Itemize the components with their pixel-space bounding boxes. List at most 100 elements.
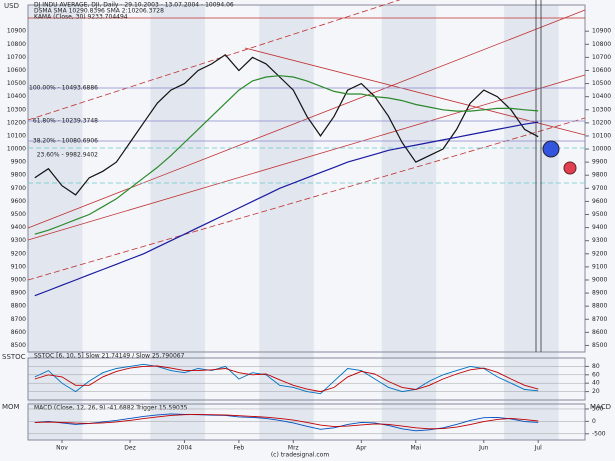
y-tick-label: 9300 [592,237,607,244]
series-line [34,121,539,297]
channel-line [27,117,586,281]
y-tick-label: 60 [592,371,600,378]
y-tick-label: 10500 [7,80,26,87]
y-tick-label: 8600 [11,329,26,336]
chart-subtitle: DSMA SMA 10290.8396 SMA 2:10206.3728 [34,8,164,15]
y-tick-label: 9800 [592,172,607,179]
marker-red [563,161,577,175]
marker-blue [542,140,560,158]
y-tick-label: 8800 [592,303,607,310]
axis-title: MACD [590,403,611,411]
fib-label: 61.80% - 10239.3748 [33,118,98,125]
y-tick-label: 10500 [592,80,611,87]
unit-label: USD [4,2,19,10]
x-tick-label: Mai [410,445,421,452]
y-tick-label: 9800 [11,172,26,179]
y-tick-label: 40 [592,380,600,387]
month-band [28,5,83,440]
y-tick-label: 10300 [7,106,26,113]
y-tick-label: 8500 [592,342,607,349]
footer: (c) tradesignal.com [271,452,330,459]
x-tick-label: Apr [356,445,367,452]
channel-line [27,9,586,229]
y-tick-label: 20 [592,388,600,395]
panel-title: SSTOC [2,353,26,361]
channel-lines [27,0,586,352]
y-tick-label: 9500 [11,211,26,218]
stoch-frame [27,357,586,401]
y-tick-label: 10800 [592,41,611,48]
y-tick-label: 9100 [592,263,607,270]
y-tick-label: 10400 [7,93,26,100]
y-tick-label: 9900 [592,159,607,166]
y-tick-label: 9700 [592,185,607,192]
y-tick-label: 9600 [592,198,607,205]
y-tick-label: 9300 [11,237,26,244]
series-line [34,54,539,196]
chart-note: KAMA (Close, 30) 9233.704494 [34,14,128,21]
y-tick-label: 80 [592,363,600,370]
y-tick-label: 8900 [592,290,607,297]
channel-line [27,0,401,121]
series-line [34,413,539,432]
series-line [34,75,539,235]
fib-label: 100.00% - 10493.6886 [29,85,98,92]
y-tick-label: 9900 [11,159,26,166]
x-tick-label: Dez [124,445,135,452]
x-tick-label: 2004 [177,445,192,452]
y-tick-label: 10400 [592,93,611,100]
y-tick-label: 9400 [592,224,607,231]
y-tick-label: 9400 [11,224,26,231]
y-tick-label: 10100 [7,132,26,139]
x-tick-label: Jul [534,445,543,452]
series-line [34,365,539,393]
y-tick-label: 9000 [592,276,607,283]
fib-label: 23.60% - 9982.9402 [37,152,98,159]
y-tick-label: -500 [592,430,606,437]
channel-line [27,74,586,241]
y-tick-label: 8600 [592,329,607,336]
month-bands [28,5,559,440]
month-band [259,5,314,440]
panel-subtitle: MACD (Close, 12, 26, 9) -41.6882 Trigger… [34,405,188,412]
y-tick-label: 500 [592,405,604,412]
y-tick-label: 8700 [592,316,607,323]
y-tick-label: 10000 [7,146,26,153]
y-tick-label: 9600 [11,198,26,205]
series-line [34,413,539,430]
fib-label: 38.20% - 10080.6906 [33,138,98,145]
y-tick-label: 9200 [11,250,26,257]
y-tick-label: 10600 [592,67,611,74]
panel-subtitle: SSTOC [6, 10, 5] Slow 21.74149 / Slow 25… [34,353,185,360]
y-tick-label: 9100 [11,263,26,270]
y-tick-label: 10900 [592,28,611,35]
y-tick-label: 8800 [11,303,26,310]
x-tick-label: Mrz [288,445,299,452]
channel-line [244,47,586,136]
x-tick-label: Feb [234,445,245,452]
x-tick-label: Nov [56,445,68,452]
chart-title: DJ INDU AVERAGE, DJI, Daily - 29.10.2003… [34,2,234,9]
y-tick-label: 10300 [592,106,611,113]
y-tick-label: 9000 [11,276,26,283]
y-tick-label: 10700 [592,54,611,61]
y-tick-label: 10000 [592,146,611,153]
series-line [34,363,539,395]
y-tick-label: 8900 [11,290,26,297]
y-tick-label: 9200 [592,250,607,257]
y-tick-label: 8700 [11,316,26,323]
month-band [504,5,559,440]
y-tick-label: 10800 [7,41,26,48]
y-tick-label: 9500 [592,211,607,218]
panel-title: MOM [2,403,20,411]
macd-frame [27,403,586,441]
month-band [381,5,437,440]
y-tick-label: 10100 [592,132,611,139]
y-tick-label: 10200 [7,119,26,126]
y-tick-label: 10600 [7,67,26,74]
y-tick-label: 10200 [592,119,611,126]
y-tick-label: 10900 [7,28,26,35]
y-tick-label: 8500 [11,342,26,349]
